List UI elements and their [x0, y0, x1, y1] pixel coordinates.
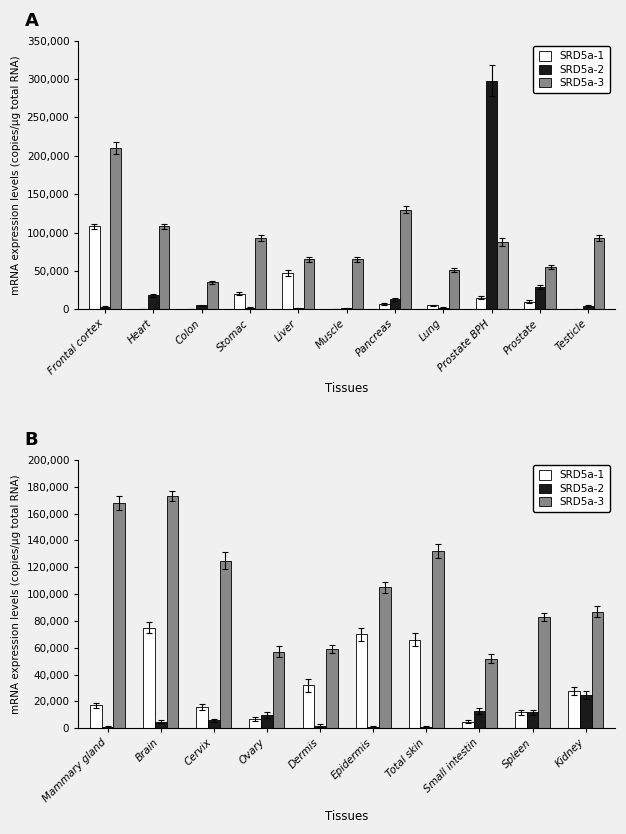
Bar: [352, 259, 362, 309]
Bar: [526, 712, 538, 728]
Bar: [113, 503, 125, 728]
Bar: [90, 706, 101, 728]
Bar: [438, 308, 449, 309]
Bar: [155, 721, 167, 728]
Bar: [535, 287, 545, 309]
Bar: [89, 226, 100, 309]
Bar: [367, 727, 379, 728]
Bar: [197, 305, 207, 309]
Bar: [158, 226, 169, 309]
Bar: [208, 721, 220, 728]
Legend: SRD5a-1, SRD5a-2, SRD5a-3: SRD5a-1, SRD5a-2, SRD5a-3: [533, 46, 610, 93]
Bar: [462, 721, 474, 728]
Bar: [261, 715, 273, 728]
Bar: [432, 551, 444, 728]
Bar: [592, 611, 603, 728]
Bar: [474, 711, 485, 728]
Bar: [207, 283, 218, 309]
Bar: [568, 691, 580, 728]
Bar: [389, 299, 400, 309]
Bar: [593, 238, 604, 309]
Bar: [421, 727, 432, 728]
Bar: [379, 587, 391, 728]
Bar: [485, 659, 497, 728]
Bar: [245, 308, 255, 309]
Bar: [476, 298, 486, 309]
Bar: [234, 294, 245, 309]
Bar: [110, 148, 121, 309]
Bar: [580, 695, 592, 728]
Bar: [255, 238, 266, 309]
Bar: [101, 727, 113, 728]
Bar: [538, 617, 550, 728]
Bar: [273, 652, 284, 728]
Bar: [449, 270, 459, 309]
X-axis label: Tissues: Tissues: [325, 810, 368, 823]
Bar: [400, 209, 411, 309]
Bar: [302, 686, 314, 728]
Bar: [515, 712, 526, 728]
Bar: [486, 81, 497, 309]
Bar: [282, 274, 293, 309]
Bar: [326, 649, 337, 728]
Bar: [220, 560, 232, 728]
Text: A: A: [24, 12, 39, 30]
Bar: [497, 242, 508, 309]
Bar: [143, 628, 155, 728]
Text: B: B: [24, 431, 38, 449]
Bar: [545, 267, 556, 309]
X-axis label: Tissues: Tissues: [325, 383, 368, 395]
Bar: [583, 306, 593, 309]
Bar: [409, 640, 421, 728]
Bar: [524, 302, 535, 309]
Bar: [197, 707, 208, 728]
Bar: [167, 496, 178, 728]
Bar: [100, 307, 110, 309]
Legend: SRD5a-1, SRD5a-2, SRD5a-3: SRD5a-1, SRD5a-2, SRD5a-3: [533, 465, 610, 512]
Y-axis label: mRNA expression levels (copies/μg total RNA): mRNA expression levels (copies/μg total …: [11, 55, 21, 295]
Bar: [304, 259, 314, 309]
Bar: [148, 295, 158, 309]
Bar: [356, 635, 367, 728]
Bar: [314, 726, 326, 728]
Bar: [249, 719, 261, 728]
Bar: [379, 304, 389, 309]
Bar: [428, 305, 438, 309]
Y-axis label: mRNA expression levels (copies/μg total RNA): mRNA expression levels (copies/μg total …: [11, 475, 21, 714]
